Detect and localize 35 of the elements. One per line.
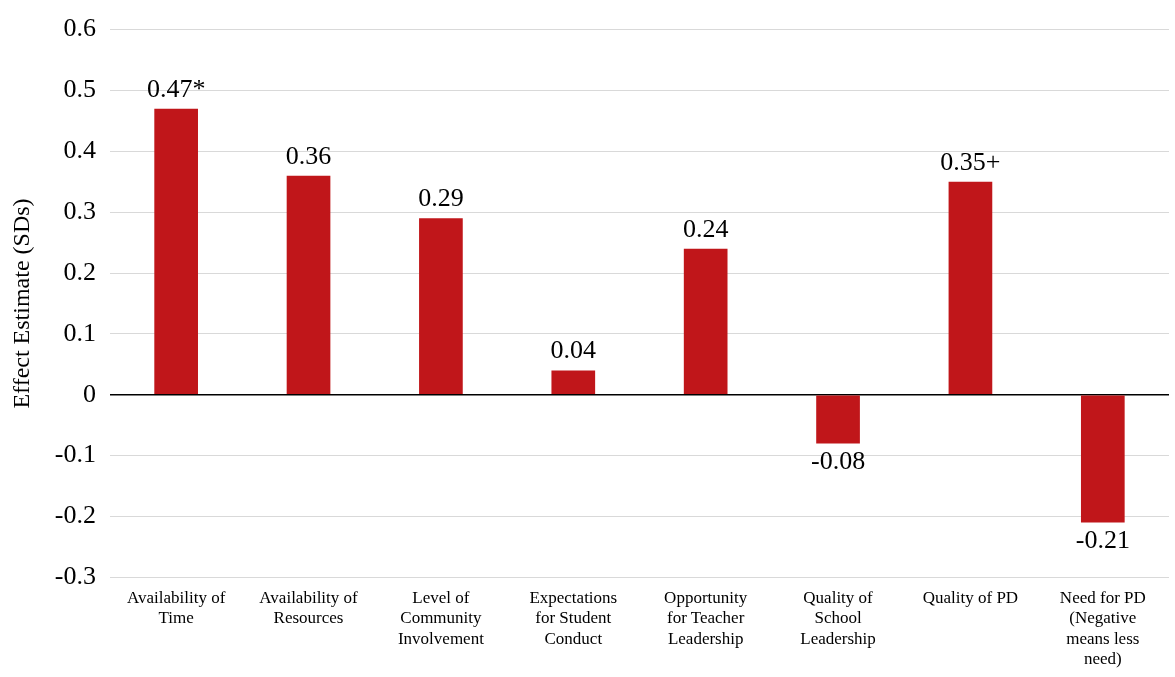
x-tick-label: Availability of Time: [126, 588, 226, 628]
x-tick-label: Level of Community Involvement: [397, 588, 485, 648]
data-label: -0.08: [810, 446, 866, 476]
data-label: -0.21: [1075, 525, 1130, 555]
y-tick-label: 0.4: [63, 135, 96, 165]
y-tick-label: -0.1: [54, 439, 96, 469]
y-tick-label: 0.3: [63, 196, 96, 226]
x-tick-label: Need for PD (Negative means less need): [1059, 588, 1146, 669]
bar: [683, 248, 728, 395]
y-tick-label: 0: [82, 378, 96, 408]
x-tick-label: Availability of Resources: [259, 588, 359, 628]
y-tick-label: 0.1: [63, 317, 96, 347]
bar: [154, 108, 198, 395]
data-label: 0.29: [418, 183, 464, 213]
bar: [419, 218, 463, 395]
y-tick-label: 0.6: [63, 13, 96, 43]
data-label: 0.36: [285, 140, 332, 170]
bar: [286, 175, 331, 395]
bar: [1080, 395, 1125, 523]
y-axis-title: Effect Estimate (SDs): [7, 198, 34, 409]
data-label: 0.24: [682, 213, 729, 243]
x-tick-label: Quality of School Leadership: [800, 588, 876, 648]
x-tick-label: Quality of PD: [922, 588, 1019, 608]
y-tick-label: -0.3: [54, 561, 96, 591]
y-tick-label: 0.5: [63, 74, 96, 104]
data-label: 0.47*: [146, 73, 206, 103]
bar: [948, 181, 993, 395]
x-tick-label: Expectations for Student Conduct: [529, 588, 618, 648]
x-tick-label: Opportunity for Teacher Leadership: [664, 588, 748, 648]
y-tick-label: -0.2: [54, 500, 96, 530]
bar: [551, 370, 596, 395]
data-label: 0.35+: [940, 146, 1001, 176]
y-tick-label: 0.2: [63, 256, 96, 286]
data-label: 0.04: [550, 335, 597, 365]
bar: [816, 395, 860, 444]
